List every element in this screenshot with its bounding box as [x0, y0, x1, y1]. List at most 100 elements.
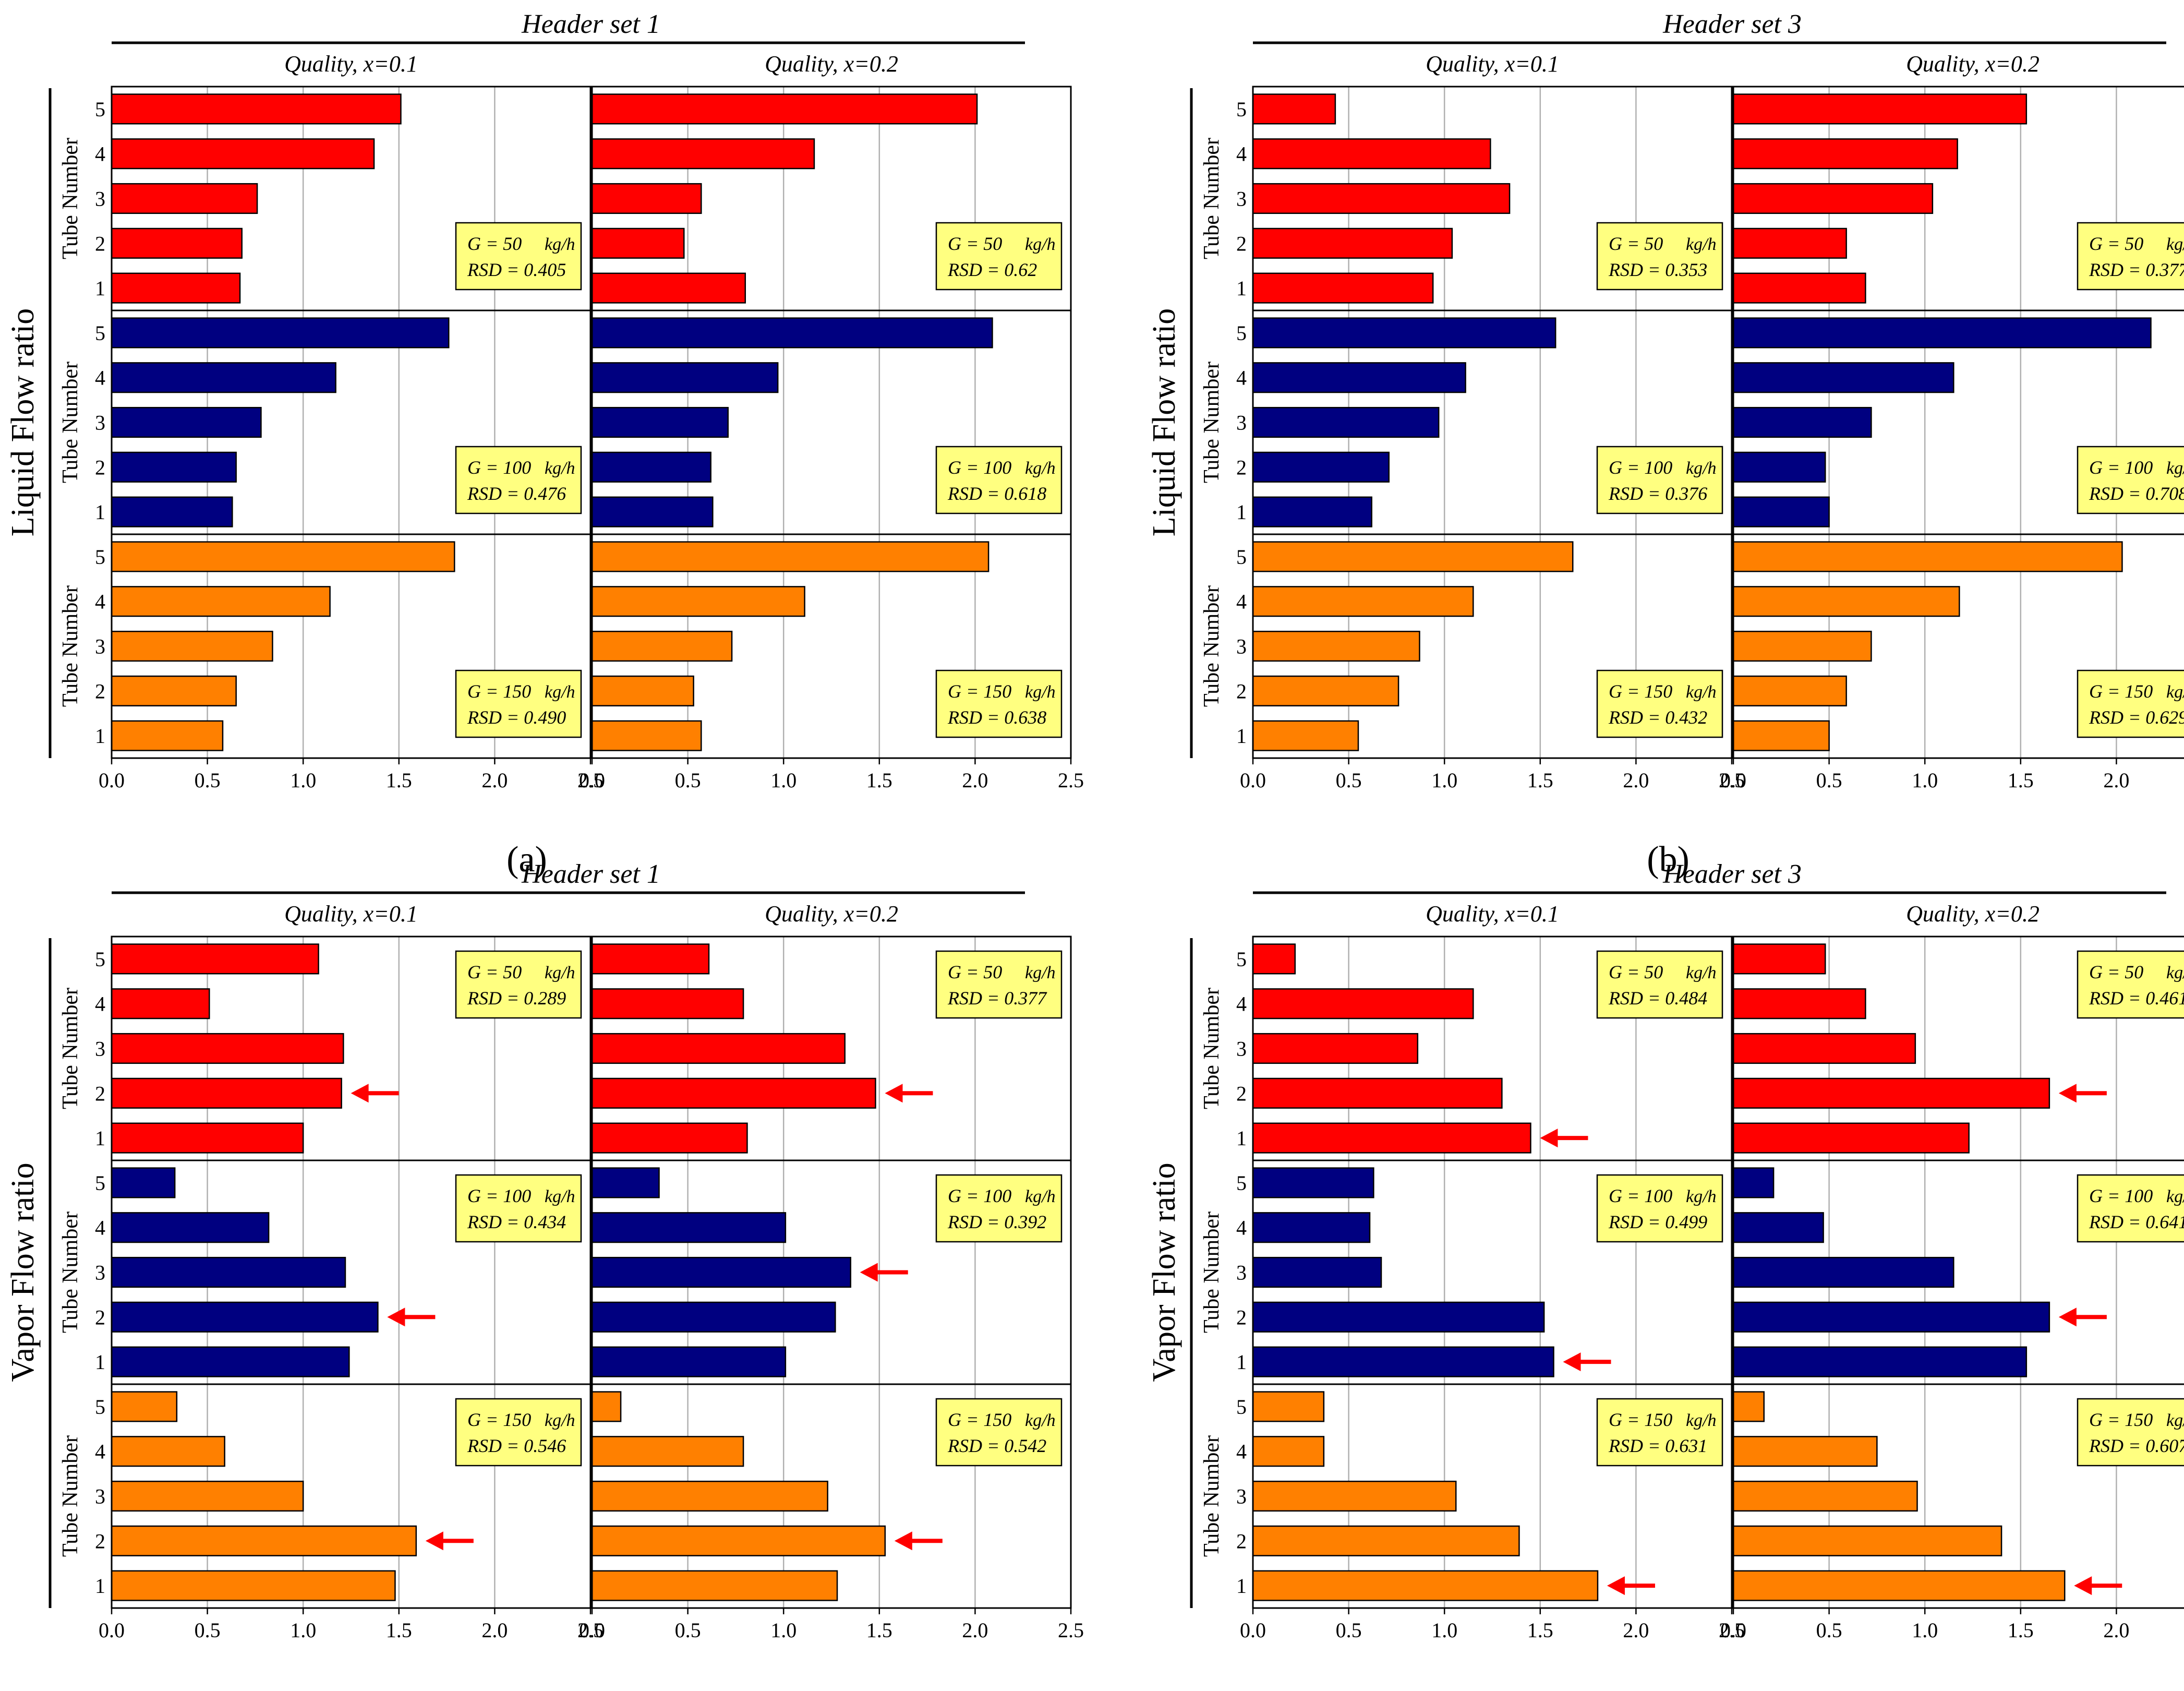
row-g100: 1 2 3 4 5 Tube Number G = 100 kg/h RSD = 0.376: [1200, 309, 1733, 535]
tube-number-label: Tube Number: [1200, 1435, 1224, 1557]
y-tick-label: 4: [1236, 590, 1247, 614]
x-tick-label: 0.5: [1336, 769, 1362, 792]
y-tick-label: 4: [95, 366, 105, 390]
bar-tube-1: [1252, 1346, 1554, 1377]
x-tick-label: 2.5: [577, 1618, 604, 1642]
y-tick-label: 2: [95, 1082, 105, 1105]
panel-letter: (c): [506, 1689, 547, 1691]
row-frame: [111, 1383, 592, 1609]
row-g150: G = 150 kg/h RSD = 0.607: [1732, 1383, 2184, 1609]
column-2: Quality, x=0.2 G = 50 kg/h RSD = 0.377 G = 1…: [579, 901, 1084, 1642]
y-axis-label: Vapor Flow ratio: [1147, 1162, 1182, 1382]
bar-tube-5: [1732, 317, 2152, 349]
tube-number-label: Tube Number: [58, 1435, 82, 1557]
header-title: Header set 3: [1662, 9, 1802, 39]
row-g100: 1 2 3 4 5 Tube Number G = 100 kg/h RSD = 0.499: [1200, 1159, 1733, 1385]
x-tick-label: 1.5: [1527, 1618, 1553, 1642]
rsd-value: RSD = 0.376: [1608, 483, 1707, 504]
x-tick-label: 2.0: [962, 1618, 988, 1642]
x-tick-label: 0.0: [99, 1618, 125, 1642]
rsd-value: RSD = 0.377: [947, 988, 1047, 1009]
tube-number-label: Tube Number: [1200, 988, 1224, 1109]
g-value: G = 150: [1609, 1409, 1672, 1430]
bar-tube-1: [1732, 272, 1866, 304]
x-tick-label: 0.5: [195, 769, 221, 792]
row-g100: G = 100 kg/h RSD = 0.708: [1732, 309, 2184, 535]
y-tick-label: 3: [95, 411, 105, 435]
g-unit: kg/h: [545, 963, 575, 982]
x-tick-label: 0.0: [579, 1618, 605, 1642]
g-unit: kg/h: [2166, 1187, 2184, 1206]
info-box: [455, 1174, 582, 1243]
bar-tube-4: [1252, 1436, 1325, 1467]
tube-number-label: Tube Number: [1200, 585, 1224, 707]
panel-a: Header set 1 Liquid Flow ratio (a) Quality,…: [5, 9, 1084, 880]
bar-tube-1: [591, 720, 702, 751]
g-value: G = 150: [467, 1409, 531, 1430]
row-g100: G = 100 kg/h RSD = 0.641: [1732, 1159, 2184, 1385]
bar-tube-1: [111, 272, 241, 304]
bar-tube-5: [1252, 943, 1296, 975]
bar-tube-1: [111, 496, 233, 527]
panel-letter: (d): [1647, 1689, 1690, 1691]
bar-tube-2: [1732, 1301, 2050, 1333]
tube-number-label: Tube Number: [1200, 138, 1224, 259]
g-unit: kg/h: [545, 682, 575, 702]
bar-tube-1: [1732, 1346, 2028, 1377]
bar-tube-4: [1732, 988, 1866, 1020]
bar-tube-2: [591, 227, 685, 259]
y-tick-label: 3: [95, 635, 105, 658]
g-unit: kg/h: [1025, 963, 1056, 982]
x-tick-label: 1.5: [386, 1618, 412, 1642]
y-tick-label: 1: [1236, 277, 1247, 300]
y-tick-label: 1: [95, 1126, 105, 1150]
g-unit: kg/h: [1686, 1187, 1717, 1206]
bar-tube-4: [1252, 586, 1474, 617]
info-box: [1596, 1174, 1723, 1243]
bar-tube-5: [111, 1167, 176, 1198]
highlight-arrow-head: [860, 1263, 878, 1282]
row-g50: 1 2 3 4 5 Tube Number G = 50 kg/h RSD = 0.289: [58, 936, 592, 1161]
g-value: G = 150: [1609, 681, 1672, 702]
bar-tube-1: [1252, 720, 1359, 751]
g-unit: kg/h: [1686, 459, 1717, 478]
x-tick-label: 1.0: [290, 769, 316, 792]
y-tick-label: 3: [1236, 1485, 1247, 1508]
g-value: G = 50: [2089, 233, 2143, 254]
row-frame: [591, 1383, 1072, 1609]
g-value: G = 150: [2089, 1409, 2153, 1430]
bar-tube-4: [591, 1212, 787, 1243]
y-tick-label: 2: [1236, 232, 1247, 255]
y-tick-label: 1: [1236, 1350, 1247, 1374]
g-value: G = 100: [948, 457, 1011, 478]
info-box: [455, 446, 582, 514]
info-box: [935, 950, 1063, 1019]
g-unit: kg/h: [545, 459, 575, 478]
bar-tube-4: [591, 988, 744, 1020]
y-tick-label: 1: [95, 500, 105, 524]
bar-tube-1: [1732, 720, 1830, 751]
quality-label: Quality, x=0.1: [284, 901, 418, 927]
bar-tube-3: [111, 406, 262, 438]
info-box: [455, 222, 582, 291]
y-tick-label: 1: [95, 277, 105, 300]
x-tick-label: 1.0: [1431, 1618, 1457, 1642]
y-axis-label: Vapor Flow ratio: [5, 1162, 41, 1382]
g-value: G = 100: [467, 1185, 531, 1206]
rsd-value: RSD = 0.405: [467, 259, 566, 280]
panel-c: Header set 1 Vapor Flow ratio (c) Quality, …: [5, 859, 1084, 1691]
x-tick-label: 0.0: [579, 769, 605, 792]
bar-tube-3: [111, 630, 273, 662]
g-unit: kg/h: [1025, 682, 1056, 702]
x-tick-label: 2.0: [2103, 1618, 2129, 1642]
bar-tube-4: [591, 362, 779, 393]
rsd-value: RSD = 0.353: [1608, 259, 1707, 280]
bar-tube-4: [1732, 1436, 1878, 1467]
y-tick-label: 4: [95, 590, 105, 614]
bar-tube-3: [1252, 630, 1420, 662]
y-axis-label: Liquid Flow ratio: [5, 308, 41, 536]
rsd-value: RSD = 0.638: [947, 707, 1046, 728]
y-tick-label: 4: [95, 1440, 105, 1464]
bar-tube-2: [591, 451, 711, 483]
